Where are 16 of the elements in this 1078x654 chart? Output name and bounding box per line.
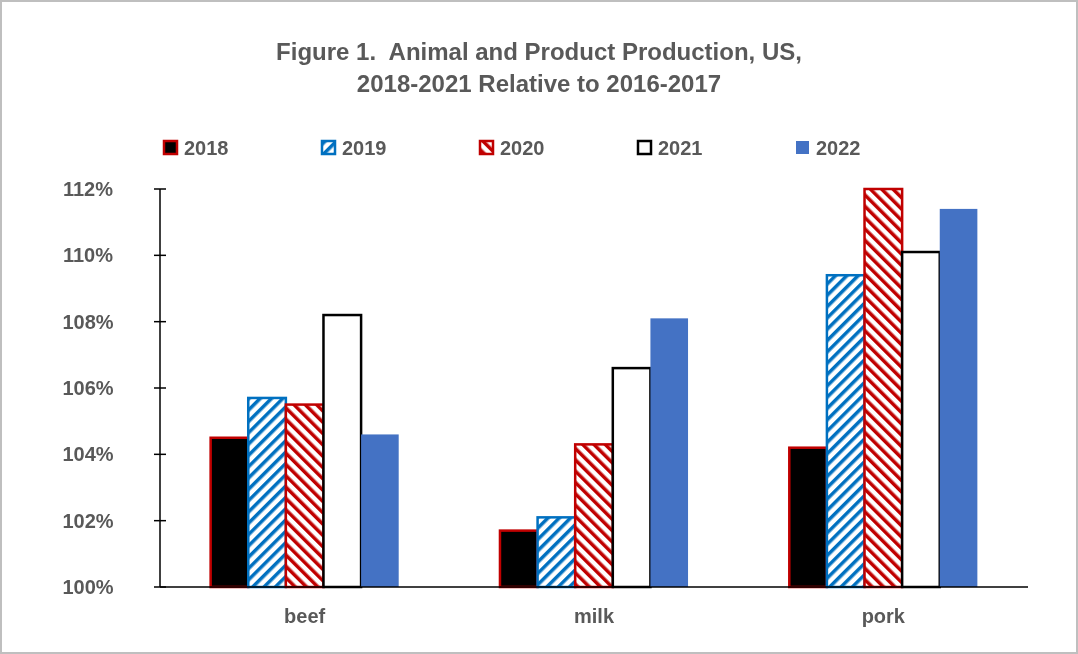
y-tick-label: 102% bbox=[62, 509, 114, 532]
legend-label: 2019 bbox=[342, 137, 387, 159]
y-tick-label: 112% bbox=[62, 178, 114, 200]
y-tick-label: 100% bbox=[62, 576, 114, 598]
legend-label: 2020 bbox=[500, 137, 545, 159]
x-tick-label: milk bbox=[573, 605, 615, 627]
y-tick-label: 110% bbox=[62, 244, 114, 267]
legend-label: 2018 bbox=[184, 137, 229, 159]
legend-label: 2021 bbox=[658, 137, 703, 159]
chart-title: Figure 1. Animal and Product Production, US, 2018-2021 Relative to 2016-2017 bbox=[276, 38, 802, 97]
y-tick-label: 108% bbox=[62, 310, 114, 333]
x-tick-label: pork bbox=[861, 605, 906, 627]
y-tick-label: 106% bbox=[62, 377, 114, 399]
legend-label: 2022 bbox=[816, 137, 861, 159]
y-tick-label: 104% bbox=[62, 443, 114, 466]
x-tick-label: beef bbox=[284, 605, 326, 627]
